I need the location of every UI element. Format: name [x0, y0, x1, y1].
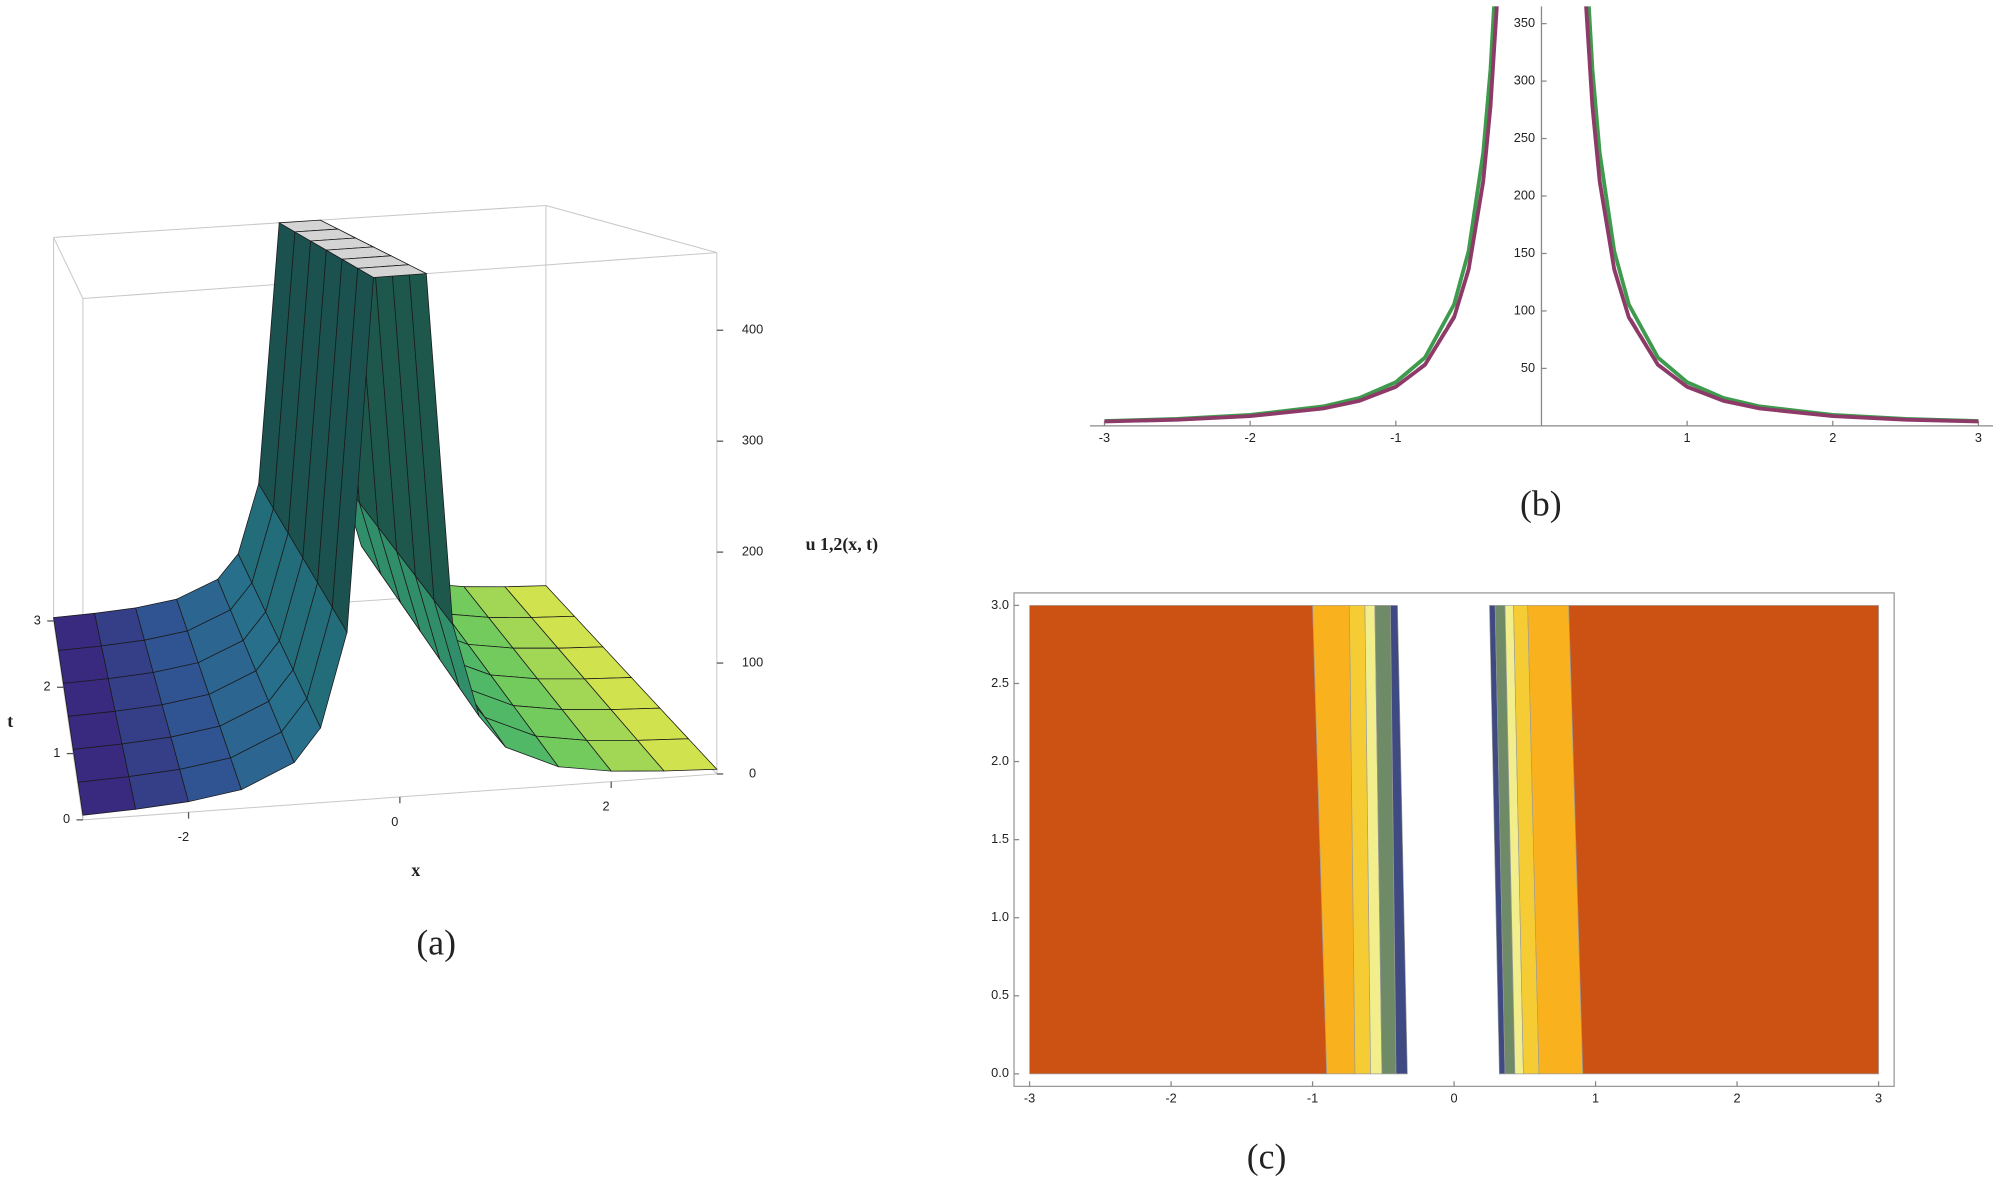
box-edge: [53, 237, 84, 299]
y-tick-label: 350: [1514, 15, 1535, 30]
x-tick-label: 2: [1829, 430, 1836, 445]
caption: (b): [1520, 484, 1562, 524]
x-tick-label: -2: [1165, 1090, 1176, 1105]
contour-region: [1568, 605, 1879, 1075]
z-tick-label: 400: [742, 322, 763, 337]
x-tick-label: -1: [1307, 1090, 1318, 1105]
y-tick-label: 100: [1514, 302, 1535, 317]
x-tick-label: 1: [1684, 430, 1691, 445]
surface-patch: [53, 612, 102, 651]
t-tick-label: 3: [34, 612, 41, 627]
z-tick-label: 200: [742, 543, 763, 558]
lines: [1104, 6, 1979, 424]
t-tick-label: 0: [63, 811, 70, 826]
t-axis-label: t: [7, 711, 13, 731]
surface-patch: [100, 639, 154, 680]
y-tick-label: 0.5: [991, 987, 1009, 1002]
y-tick-label: 50: [1521, 360, 1535, 375]
z-tick-label: 0: [749, 765, 756, 780]
surface-patch: [77, 776, 137, 816]
y-tick-label: 300: [1514, 72, 1535, 87]
surface-patch: [72, 743, 130, 783]
surface-patch: [356, 264, 428, 278]
contour-region: [1390, 605, 1408, 1075]
caption: (c): [1247, 1137, 1287, 1177]
contour-region: [1029, 605, 1328, 1075]
x-tick-label: -2: [1244, 430, 1255, 445]
t-tick-label: 1: [53, 745, 60, 760]
x-tick-label: 3: [1875, 1090, 1882, 1105]
panel-c: -3 -2 -1 0 1 2 3 0.0 0.5 1.0 1.5 2.0 2.5 3.0 (c): [991, 592, 1895, 1177]
x-tick-label: -3: [1099, 430, 1110, 445]
surface-patch: [62, 678, 116, 717]
y-tick-label: 2.0: [991, 753, 1009, 768]
x-tick-label: -1: [1390, 430, 1401, 445]
panel-a: -2 0 2 0 1 2 3 0 100 200 300 400 x t u 1,2(x, t) (a): [7, 205, 878, 962]
x-tick-label: 2: [1734, 1090, 1741, 1105]
x-tick-label: -3: [1024, 1090, 1035, 1105]
x-tick-label: 3: [1975, 430, 1982, 445]
t-tick-label: 2: [44, 679, 51, 694]
box-edge: [545, 205, 717, 254]
y-tick-label: 250: [1514, 130, 1535, 145]
surface-patch: [107, 672, 163, 712]
y-tick-label: 150: [1514, 245, 1535, 260]
x-tick-label: 0: [391, 814, 398, 829]
x-tick-label: 0: [1451, 1090, 1458, 1105]
caption: (a): [416, 922, 456, 962]
series-line: [1104, 6, 1979, 424]
x-tick-label: 1: [1592, 1090, 1599, 1105]
y-tick-label: 200: [1514, 187, 1535, 202]
x-tick-label: 2: [603, 799, 610, 814]
y-tick-label: 1.5: [991, 831, 1009, 846]
y-tick-label: 1.0: [991, 909, 1009, 924]
x-tick-label: -2: [178, 829, 189, 844]
surface-patch: [58, 645, 109, 684]
y-tick-label: 3.0: [991, 597, 1009, 612]
box-edge: [53, 620, 84, 820]
y-tick-label: 2.5: [991, 675, 1009, 690]
z-axis-label: u 1,2(x, t): [806, 534, 878, 555]
x-axis-label: x: [411, 860, 420, 880]
y-tick-label: 0.0: [991, 1065, 1009, 1080]
z-tick-label: 300: [742, 433, 763, 448]
z-tick-label: 100: [742, 654, 763, 669]
surface-patch: [128, 768, 190, 810]
surface-patch: [67, 710, 123, 750]
